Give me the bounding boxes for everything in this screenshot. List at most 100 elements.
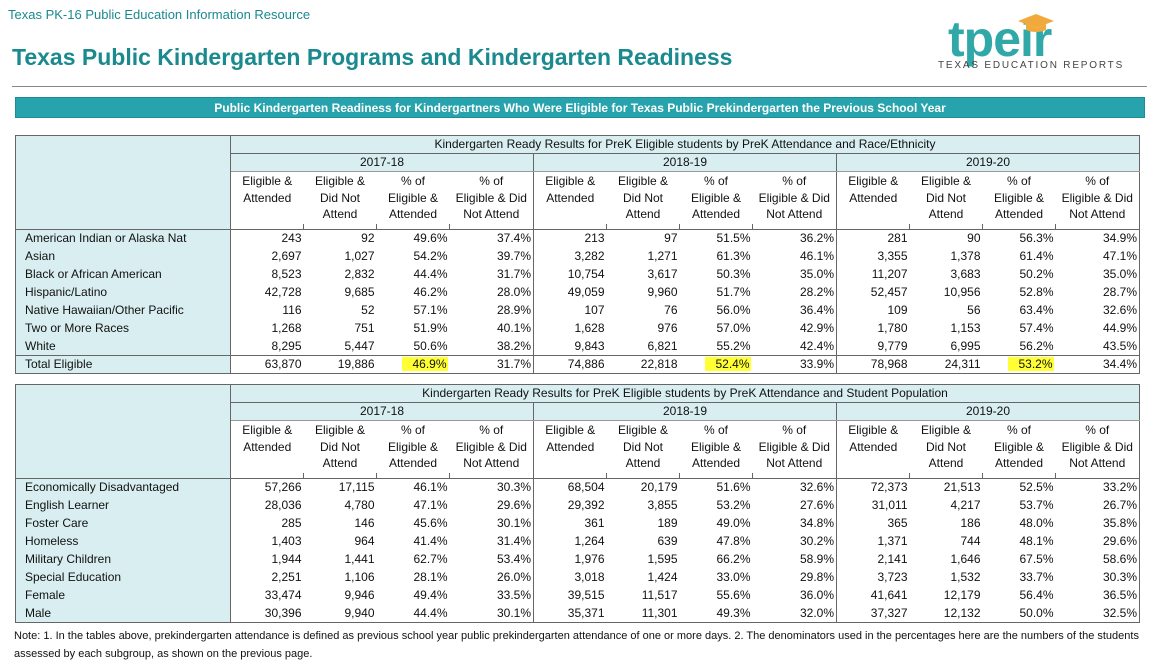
table-row: White 8,295 5,447 50.6% 38.2% 9,843 6,821 55.2%… — [15, 337, 1140, 356]
table-cell: 22,818 — [606, 355, 680, 374]
table-row: Foster Care 285 146 45.6% 30.1% 361 189 49.0% 34… — [15, 514, 1140, 533]
table-cell: 1,271 — [606, 247, 680, 266]
column-header-line: Did Not — [319, 190, 360, 205]
table-cell: 243 — [230, 229, 304, 248]
table-cell: 58.9% — [752, 550, 837, 569]
table-cell: 29,392 — [533, 496, 607, 515]
table-cell: 46.2% — [376, 283, 450, 302]
column-header: Eligible & Attended — [836, 171, 910, 224]
table-cell: 46.1% — [752, 247, 837, 266]
row-label: Female — [15, 586, 231, 605]
table-cell: 1,268 — [230, 319, 304, 338]
tpeir-logo[interactable]: tpeir TEXAS EDUCATION REPORTS — [938, 10, 1138, 78]
table-cell: 33.5% — [449, 586, 534, 605]
table-cell: 53.2% — [679, 496, 753, 515]
table-row: Special Education 2,251 1,106 28.1% 26.0% 3,0… — [15, 568, 1140, 587]
table-cell: 52 — [303, 301, 377, 320]
column-header-line: % of — [782, 423, 807, 437]
column-header-line: % of — [782, 174, 807, 188]
table-cell: 68,504 — [533, 478, 607, 497]
column-header-line: Eligible & Did — [758, 439, 830, 454]
column-header-line: Did Not — [622, 439, 663, 454]
table-cell: 964 — [303, 532, 377, 551]
table-cell: 1,976 — [533, 550, 607, 569]
page-title: Texas Public Kindergarten Programs and K… — [12, 44, 733, 70]
column-header-line: % of — [400, 423, 425, 437]
table-cell: 33.9% — [752, 355, 837, 374]
column-header-line: Attended — [994, 456, 1044, 470]
column-header-line: Eligible & — [993, 190, 1045, 205]
report-banner: Public Kindergarten Readiness for Kinder… — [15, 97, 1145, 118]
table-cell: 10,754 — [533, 265, 607, 284]
table-cell: 42.4% — [752, 337, 837, 356]
column-header-line: Not Attend — [1069, 456, 1126, 470]
table-cell: 47.1% — [376, 496, 450, 515]
table-row: American Indian or Alaska Nat 243 92 49.6% 3… — [15, 229, 1140, 248]
table-cell: 146 — [303, 514, 377, 533]
table-cell: 35.8% — [1055, 514, 1140, 533]
table-cell: 50.2% — [982, 265, 1056, 284]
table-cell: 2,832 — [303, 265, 377, 284]
column-header-line: Attended — [546, 190, 595, 205]
column-header-line: Not Attend — [463, 207, 520, 221]
table-cell: 90 — [909, 229, 983, 248]
table-cell: 51.5% — [679, 229, 753, 248]
table-cell: 43.5% — [1055, 337, 1140, 356]
table-cell: 116 — [230, 301, 304, 320]
table-cell: 1,628 — [533, 319, 607, 338]
row-label: Black or African American — [15, 265, 231, 284]
table-cell: 49,059 — [533, 283, 607, 302]
table-cell: 32.5% — [1055, 604, 1140, 623]
year-header: 2019-20 — [836, 402, 1140, 421]
table-cell: 28,036 — [230, 496, 304, 515]
table-cell: 41.4% — [376, 532, 450, 551]
column-header-line: Did Not — [925, 439, 966, 454]
table-cell: 50.0% — [982, 604, 1056, 623]
column-header-line: % of — [479, 174, 504, 188]
table-cell: 53.7% — [982, 496, 1056, 515]
table-cell: 34.4% — [1055, 355, 1140, 374]
table-cell: 28.0% — [449, 283, 534, 302]
column-header-line: Attended — [546, 439, 595, 454]
column-header-line: Did Not — [622, 190, 663, 205]
row-label: Asian — [15, 247, 231, 266]
table-cell: 35,371 — [533, 604, 607, 623]
table-cell: 39,515 — [533, 586, 607, 605]
column-header-line: Eligible & — [617, 423, 669, 437]
column-header-line: Eligible & — [690, 190, 742, 205]
column-header-line: Attended — [849, 439, 898, 454]
table-cell: 33.2% — [1055, 478, 1140, 497]
table-row: English Learner 28,036 4,780 47.1% 29.6% 29,3… — [15, 496, 1140, 515]
column-header-line: Attend — [928, 456, 964, 470]
table-cell: 51.9% — [376, 319, 450, 338]
column-header: % of Eligible & Did Not Attend — [752, 171, 837, 224]
table-cell: 1,371 — [836, 532, 910, 551]
table-cell: 29.6% — [1055, 532, 1140, 551]
table-cell: 49.0% — [679, 514, 753, 533]
column-header-line: Eligible & — [545, 423, 596, 437]
table-cell: 33.0% — [679, 568, 753, 587]
column-header: % of Eligible & Did Not Attend — [449, 171, 534, 224]
table-cell: 30.1% — [449, 604, 534, 623]
table-cell: 56.3% — [982, 229, 1056, 248]
table-cell: 1,106 — [303, 568, 377, 587]
header-gap — [1055, 472, 1140, 479]
table-cell: 57,266 — [230, 478, 304, 497]
table-cell: 36.2% — [752, 229, 837, 248]
row-label: Hispanic/Latino — [15, 283, 231, 302]
table-cell: 285 — [230, 514, 304, 533]
column-header-line: Eligible & — [617, 174, 669, 188]
table-cell: 49.6% — [376, 229, 450, 248]
table-row: Homeless 1,403 964 41.4% 31.4% 1,264 639 47.8% 3… — [15, 532, 1140, 551]
table-cell: 1,532 — [909, 568, 983, 587]
highlighted-value: 46.9% — [402, 357, 448, 371]
table-cell: 31.7% — [449, 265, 534, 284]
table-cell: 42.9% — [752, 319, 837, 338]
table-cell: 9,940 — [303, 604, 377, 623]
column-header-line: Did Not — [319, 439, 360, 454]
table-cell: 37.4% — [449, 229, 534, 248]
table-cell: 9,685 — [303, 283, 377, 302]
table-cell: 32.6% — [1055, 301, 1140, 320]
table-cell: 44.4% — [376, 265, 450, 284]
table-cell: 3,282 — [533, 247, 607, 266]
